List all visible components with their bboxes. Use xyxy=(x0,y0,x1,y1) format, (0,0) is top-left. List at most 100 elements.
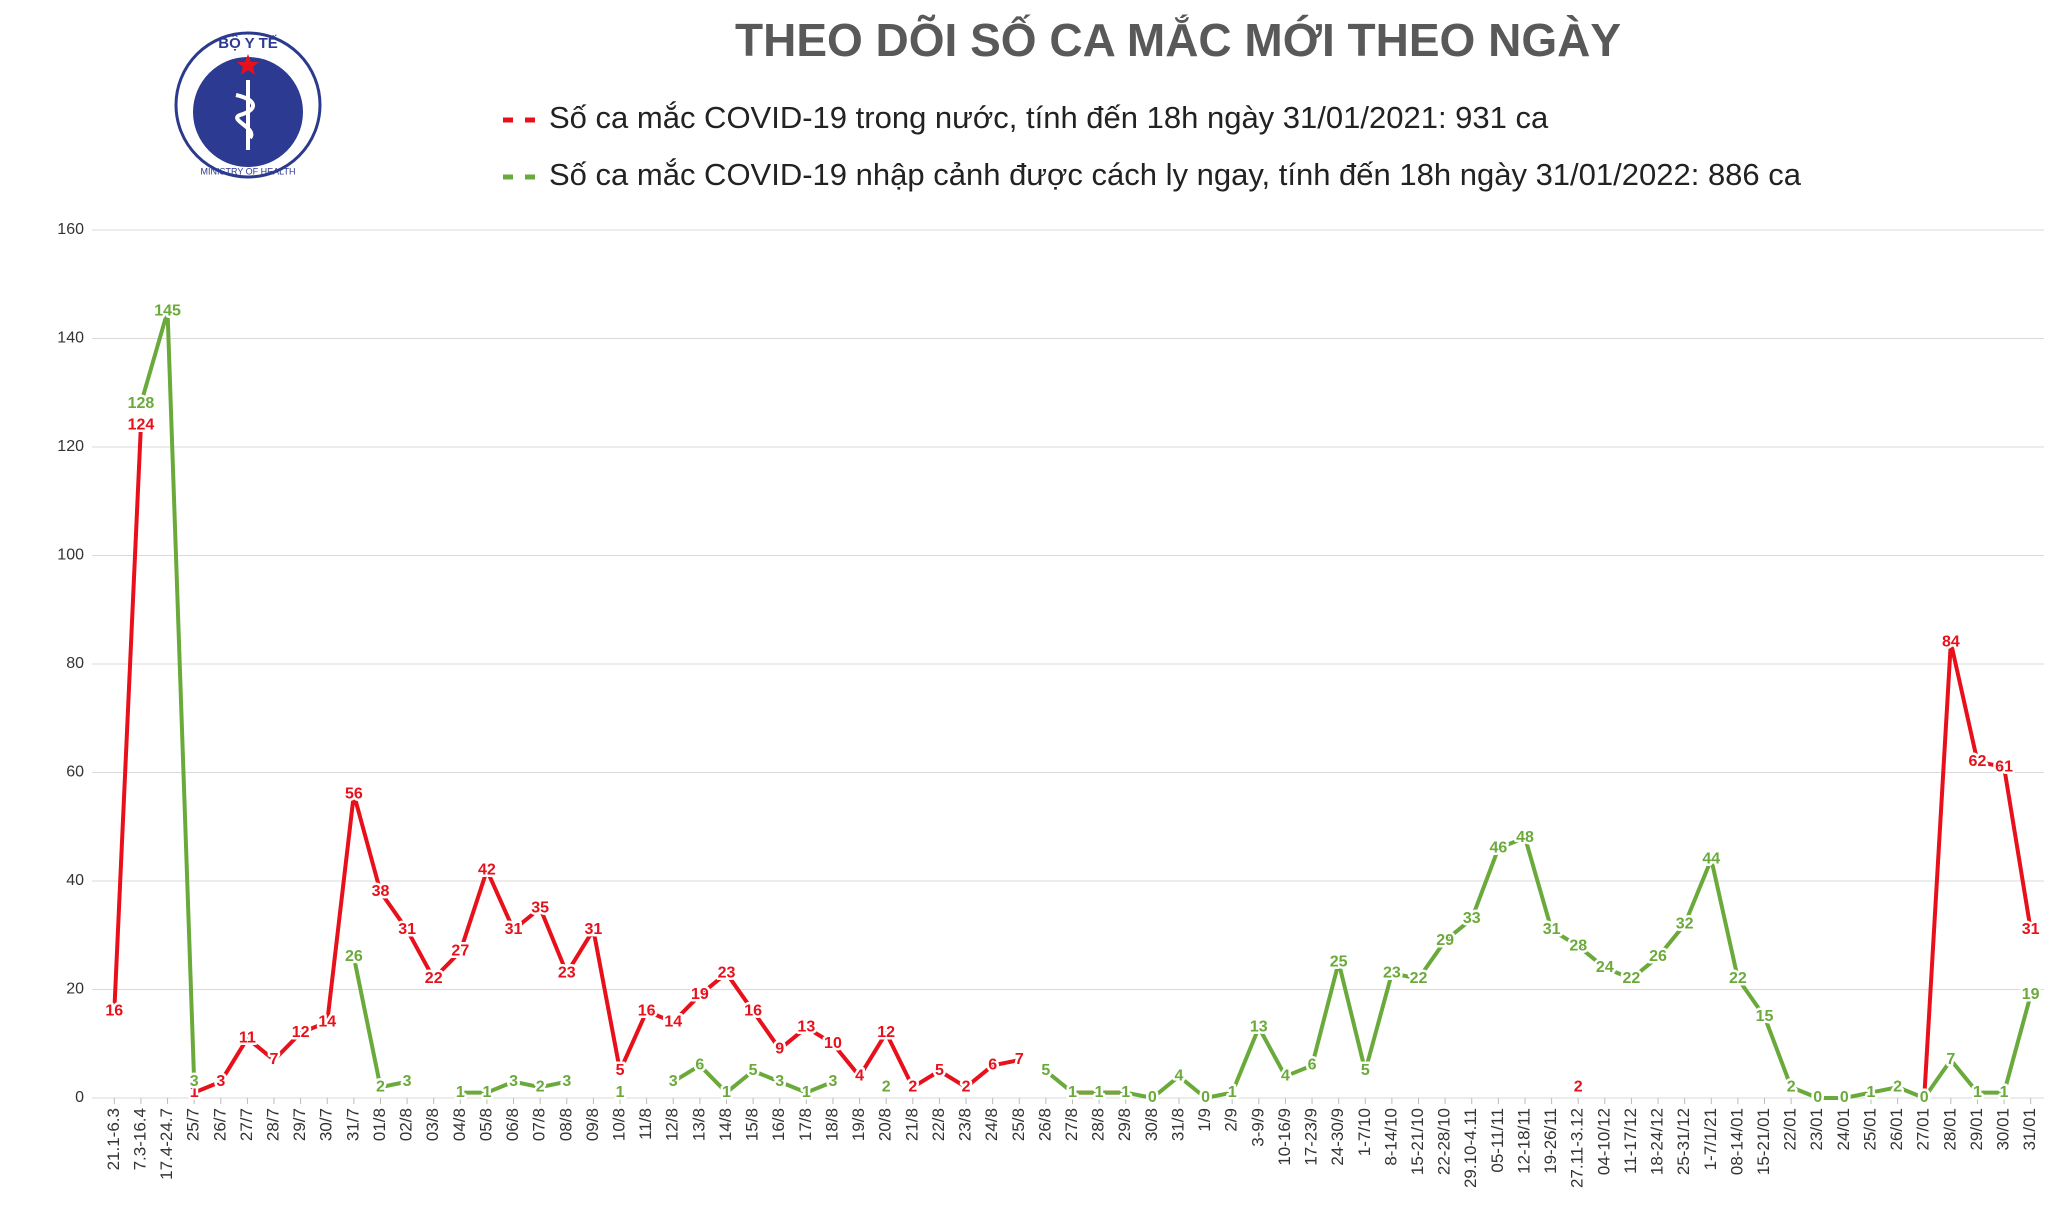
data-label: 1 xyxy=(616,1084,625,1101)
x-tick-label: 11-17/12 xyxy=(1621,1108,1640,1174)
logo-star xyxy=(237,54,259,75)
logo: BỘ Y TẾ MINISTRY OF HEALTH xyxy=(174,31,322,179)
data-label: 5 xyxy=(749,1062,758,1079)
data-label: 7 xyxy=(1015,1051,1024,1068)
data-label: 3 xyxy=(775,1073,784,1090)
data-label: 13 xyxy=(797,1019,815,1036)
data-label: 6 xyxy=(1308,1057,1317,1074)
data-label: 33 xyxy=(1463,910,1481,927)
data-label: 1 xyxy=(190,1084,199,1101)
data-label: 3 xyxy=(403,1073,412,1090)
data-label: 1 xyxy=(1121,1084,1130,1101)
logo-emblem xyxy=(235,80,255,150)
data-label: 23 xyxy=(718,964,736,981)
x-tick-label: 10/8 xyxy=(610,1108,629,1141)
data-label: 44 xyxy=(1702,851,1720,868)
data-label: 16 xyxy=(744,1002,762,1019)
x-tick-label: 18/8 xyxy=(822,1108,841,1141)
data-label: 2 xyxy=(376,1078,385,1095)
x-tick-label: 25/8 xyxy=(1009,1108,1028,1141)
x-tick-label: 01/8 xyxy=(370,1108,389,1141)
data-label: 3 xyxy=(216,1073,225,1090)
data-label: 61 xyxy=(1995,758,2013,775)
x-tick-label: 22-28/10 xyxy=(1435,1108,1454,1175)
x-tick-label: 25-31/12 xyxy=(1674,1108,1693,1175)
x-tick-label: 11/8 xyxy=(636,1108,655,1140)
data-label: 1 xyxy=(1068,1084,1077,1101)
x-tick-label: 3-9/9 xyxy=(1248,1108,1267,1147)
y-tick-label: 140 xyxy=(57,330,84,347)
data-label: 19 xyxy=(2022,986,2040,1003)
x-tick-label: 18-24/12 xyxy=(1648,1108,1667,1175)
data-label: 19 xyxy=(691,986,709,1003)
data-label: 2 xyxy=(536,1078,545,1095)
y-tick-label: 80 xyxy=(66,655,84,672)
data-label: 48 xyxy=(1516,829,1534,846)
data-label: 124 xyxy=(128,417,155,434)
data-label: 11 xyxy=(239,1030,256,1047)
x-tick-label: 29/01 xyxy=(1967,1108,1986,1151)
x-tick-label: 1/9 xyxy=(1195,1108,1214,1132)
y-tick-label: 0 xyxy=(75,1089,84,1106)
x-tick-label: 24/8 xyxy=(982,1108,1001,1141)
data-label: 2 xyxy=(908,1078,917,1095)
data-label: 28 xyxy=(1569,937,1587,954)
data-label: 2 xyxy=(1893,1078,1902,1095)
data-label: 0 xyxy=(1920,1089,1929,1106)
data-label: 31 xyxy=(2022,921,2040,938)
data-label: 0 xyxy=(1813,1089,1822,1106)
x-tick-label: 22/8 xyxy=(929,1108,948,1141)
x-tick-label: 28/7 xyxy=(263,1108,282,1141)
chart-title: THEO DÕI SỐ CA MẮC MỚI THEO NGÀY xyxy=(735,14,1621,66)
x-tick-label: 14/8 xyxy=(716,1108,735,1141)
data-label: 4 xyxy=(1175,1068,1184,1085)
data-label: 46 xyxy=(1489,840,1507,857)
data-label: 3 xyxy=(562,1073,571,1090)
data-label: 7 xyxy=(1946,1051,1955,1068)
data-label: 1 xyxy=(1068,1084,1077,1101)
data-label: 23 xyxy=(1383,964,1401,981)
x-tick-label: 15/8 xyxy=(743,1108,762,1141)
x-tick-label: 23/01 xyxy=(1807,1108,1826,1151)
data-label: 0 xyxy=(1840,1089,1849,1106)
data-label: 3 xyxy=(828,1073,837,1090)
data-label: 3 xyxy=(190,1073,199,1090)
data-label: 5 xyxy=(1361,1062,1370,1079)
data-label: 1 xyxy=(456,1084,465,1101)
x-tick-label: 19-26/11 xyxy=(1541,1108,1560,1174)
logo-bottom-text: MINISTRY OF HEALTH xyxy=(200,166,295,176)
data-label: 1 xyxy=(1228,1084,1237,1101)
data-label: 31 xyxy=(398,921,416,938)
x-tick-label: 04-10/12 xyxy=(1594,1108,1613,1175)
data-label: 31 xyxy=(585,921,603,938)
x-tick-label: 31/7 xyxy=(343,1108,362,1141)
data-label: 62 xyxy=(1969,753,1987,770)
x-tick-label: 29/8 xyxy=(1115,1108,1134,1141)
x-tick-label: 08-14/01 xyxy=(1727,1108,1746,1175)
data-label: 0 xyxy=(1920,1089,1929,1106)
x-tick-label: 21/8 xyxy=(902,1108,921,1141)
data-label: 27 xyxy=(451,943,469,960)
data-label: 15 xyxy=(1756,1008,1774,1025)
x-tick-label: 30/01 xyxy=(1994,1108,2013,1151)
data-label: 16 xyxy=(638,1002,656,1019)
x-tick-label: 7.3-16.4 xyxy=(130,1108,149,1170)
x-tick-label: 08/8 xyxy=(556,1108,575,1141)
data-label: 24 xyxy=(1596,959,1614,976)
data-label: 1 xyxy=(1973,1084,1982,1101)
data-label: 1 xyxy=(1095,1084,1104,1101)
data-label: 5 xyxy=(616,1062,625,1079)
data-label: 1 xyxy=(482,1084,491,1101)
x-tick-label: 31/01 xyxy=(2020,1108,2039,1151)
data-label: 31 xyxy=(1543,921,1561,938)
data-label: 1 xyxy=(1095,1084,1104,1101)
data-label: 1 xyxy=(1121,1084,1130,1101)
x-tick-label: 26/7 xyxy=(210,1108,229,1141)
y-tick-label: 20 xyxy=(66,981,84,998)
x-tick-label: 24-30/9 xyxy=(1328,1108,1347,1166)
x-tick-label: 28/8 xyxy=(1089,1108,1108,1141)
x-tick-label: 31/8 xyxy=(1168,1108,1187,1141)
x-tick-label: 2/9 xyxy=(1222,1108,1241,1132)
data-label: 2 xyxy=(1787,1078,1796,1095)
